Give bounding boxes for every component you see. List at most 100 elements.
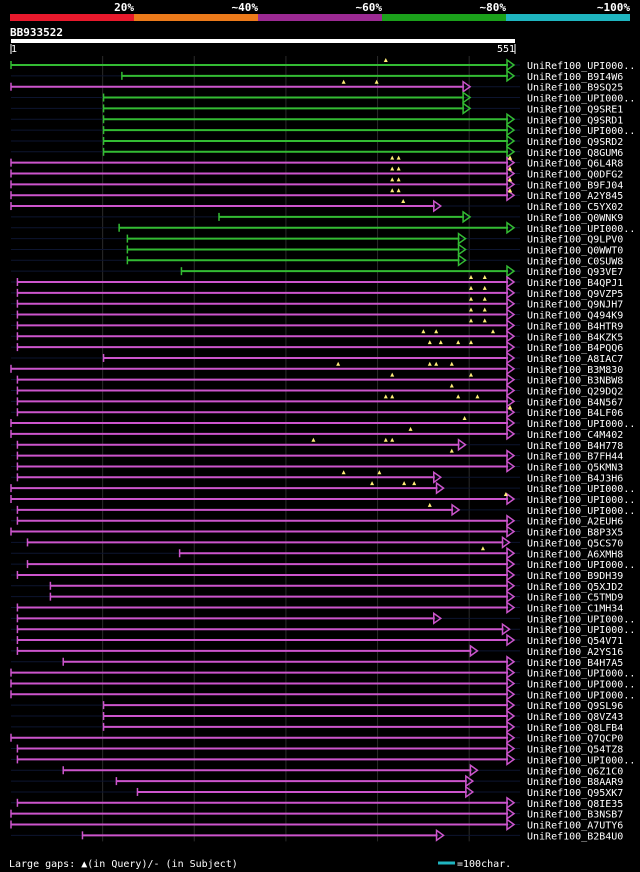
hit-label[interactable]: UniRef100_UPI000.. (527, 560, 635, 571)
hit-label[interactable]: UniRef100_Q9LPV0 (527, 235, 623, 246)
hit-row[interactable]: UniRef100_A2YS16 (11, 644, 623, 658)
hit-label[interactable]: UniRef100_B4LF06 (527, 408, 623, 419)
hit-row[interactable]: UniRef100_B7FH44 (11, 448, 623, 463)
hit-row[interactable]: UniRef100_Q29DQ2 (11, 383, 623, 398)
hit-row[interactable]: UniRef100_Q9SRE1 (11, 101, 623, 115)
hit-row[interactable]: UniRef100_Q0WNK9 (11, 210, 623, 224)
hit-row[interactable]: UniRef100_Q5KMN3 (11, 459, 623, 473)
hit-row[interactable]: UniRef100_A7UTY6 (10, 818, 623, 832)
hit-label[interactable]: UniRef100_Q8LFB4 (527, 723, 623, 734)
hit-label[interactable]: UniRef100_C5YX02 (527, 202, 623, 213)
hit-label[interactable]: UniRef100_UPI000.. (527, 419, 635, 430)
hit-label[interactable]: UniRef100_B4PQQ6 (527, 343, 623, 354)
hit-label[interactable]: UniRef100_B4J3H6 (527, 473, 623, 484)
hit-row[interactable]: UniRef100_C5YX02 (10, 199, 623, 213)
hit-label[interactable]: UniRef100_B3NSB7 (527, 810, 623, 821)
hit-row[interactable]: UniRef100_C5TMD9 (11, 590, 623, 604)
hit-row[interactable]: UniRef100_Q9SRD2 (11, 134, 623, 148)
hit-label[interactable]: UniRef100_UPI000.. (527, 755, 635, 766)
hit-row[interactable]: UniRef100_B9FJ04 (10, 177, 623, 191)
hit-row[interactable]: UniRef100_B3M830 (10, 361, 623, 376)
hit-row[interactable]: UniRef100_B4QPJ1 (11, 275, 623, 289)
hit-label[interactable]: UniRef100_Q9VZP5 (527, 289, 623, 300)
hit-label[interactable]: UniRef100_Q54TZ8 (527, 745, 623, 756)
hit-label[interactable]: UniRef100_UPI000.. (527, 126, 635, 137)
hit-label[interactable]: UniRef100_Q8GUM6 (527, 148, 623, 159)
hit-row[interactable]: UniRef100_UPI000.. (11, 557, 635, 571)
hit-row[interactable]: UniRef100_Q9VZP5 (11, 285, 623, 300)
hit-label[interactable]: UniRef100_UPI000.. (527, 679, 635, 690)
hit-label[interactable]: UniRef100_Q6L4R8 (527, 159, 623, 170)
hit-row[interactable]: UniRef100_B9SQ25 (10, 79, 623, 94)
hit-label[interactable]: UniRef100_UPI000.. (527, 224, 635, 235)
hit-row[interactable]: UniRef100_UPI000.. (11, 91, 635, 105)
hit-label[interactable]: UniRef100_C1MH34 (527, 604, 623, 615)
hit-row[interactable]: UniRef100_B9I4W6 (11, 69, 623, 83)
hit-row[interactable]: UniRef100_B9DH39 (11, 568, 623, 582)
hit-label[interactable]: UniRef100_B4H778 (527, 441, 623, 452)
hit-row[interactable]: UniRef100_Q8LFB4 (11, 720, 623, 734)
hit-label[interactable]: UniRef100_Q0WNK9 (527, 213, 623, 224)
hit-label[interactable]: UniRef100_Q8VZ43 (527, 712, 623, 723)
hit-row[interactable]: UniRef100_Q6Z1C0 (11, 763, 623, 777)
hit-row[interactable]: UniRef100_Q8VZ43 (11, 709, 623, 723)
hit-label[interactable]: UniRef100_B4QPJ1 (527, 278, 623, 289)
hit-row[interactable]: UniRef100_B4N567 (11, 394, 623, 408)
hit-row[interactable]: UniRef100_UPI000.. (11, 752, 635, 766)
hit-row[interactable]: UniRef100_UPI000.. (11, 502, 635, 517)
hit-label[interactable]: UniRef100_B9FJ04 (527, 180, 623, 191)
hit-row[interactable]: UniRef100_Q8IE35 (11, 796, 623, 810)
hit-label[interactable]: UniRef100_C0SUW8 (527, 256, 623, 267)
hit-label[interactable]: UniRef100_A8IAC7 (527, 354, 623, 365)
hit-label[interactable]: UniRef100_Q7QCP0 (527, 734, 623, 745)
hit-row[interactable]: UniRef100_Q9LPV0 (11, 232, 623, 246)
hit-label[interactable]: UniRef100_B4N567 (527, 397, 623, 408)
hit-row[interactable]: UniRef100_B3NSB7 (10, 807, 623, 821)
hit-row[interactable]: UniRef100_B4LF06 (11, 405, 623, 419)
hit-row[interactable]: UniRef100_B4H7A5 (11, 655, 623, 669)
hit-row[interactable]: UniRef100_UPI000.. (11, 123, 635, 137)
hit-label[interactable]: UniRef100_A2Y845 (527, 191, 623, 202)
hit-row[interactable]: UniRef100_UPI000.. (11, 622, 635, 636)
hit-row[interactable]: UniRef100_UPI000.. (10, 676, 635, 690)
hit-label[interactable]: UniRef100_B8P3X5 (527, 528, 623, 539)
hit-label[interactable]: UniRef100_Q6Z1C0 (527, 766, 623, 777)
hit-label[interactable]: UniRef100_B8AAR9 (527, 777, 623, 788)
hit-label[interactable]: UniRef100_Q54V71 (527, 636, 623, 647)
hit-row[interactable]: UniRef100_UPI000.. (11, 221, 635, 235)
hit-row[interactable]: UniRef100_A8IAC7 (11, 351, 623, 365)
hit-label[interactable]: UniRef100_B9SQ25 (527, 83, 623, 94)
hit-label[interactable]: UniRef100_UPI000.. (527, 94, 635, 105)
hit-label[interactable]: UniRef100_B3M830 (527, 365, 623, 376)
hit-row[interactable]: UniRef100_C4M402 (10, 426, 623, 441)
hit-row[interactable]: UniRef100_Q8GUM6 (11, 145, 623, 159)
hit-label[interactable]: UniRef100_UPI000.. (527, 690, 635, 701)
hit-row[interactable]: UniRef100_Q0DFG2 (10, 166, 623, 181)
hit-label[interactable]: UniRef100_B4HTR9 (527, 321, 623, 332)
hit-label[interactable]: UniRef100_UPI000.. (527, 506, 635, 517)
hit-label[interactable]: UniRef100_A2EUH6 (527, 517, 623, 528)
hit-label[interactable]: UniRef100_Q5XJD2 (527, 582, 623, 593)
hit-label[interactable]: UniRef100_UPI000.. (527, 614, 635, 625)
hit-row[interactable]: UniRef100_B2B4U0 (11, 828, 623, 842)
hit-row[interactable]: UniRef100_Q5XJD2 (11, 579, 623, 593)
hit-row[interactable]: UniRef100_A6XMH8 (11, 546, 623, 560)
hit-row[interactable]: UniRef100_C1MH34 (11, 601, 623, 615)
hit-label[interactable]: UniRef100_B2B4U0 (527, 831, 623, 842)
hit-label[interactable]: UniRef100_Q8IE35 (527, 799, 623, 810)
hit-row[interactable]: UniRef100_Q54V71 (11, 633, 623, 647)
hit-label[interactable]: UniRef100_B7FH44 (527, 452, 623, 463)
hit-label[interactable]: UniRef100_Q5CS70 (527, 538, 623, 549)
hit-label[interactable]: UniRef100_A7UTY6 (527, 821, 623, 832)
hit-label[interactable]: UniRef100_UPI000.. (527, 495, 635, 506)
hit-label[interactable]: UniRef100_Q93VE7 (527, 267, 623, 278)
hit-label[interactable]: UniRef100_UPI000.. (527, 484, 635, 495)
hit-row[interactable]: UniRef100_Q6L4R8 (10, 155, 623, 170)
hit-row[interactable]: UniRef100_Q9NJH7 (11, 296, 623, 311)
hit-label[interactable]: UniRef100_Q5KMN3 (527, 462, 623, 473)
hit-row[interactable]: UniRef100_UPI000.. (10, 492, 635, 506)
hit-label[interactable]: UniRef100_B4KZK5 (527, 332, 623, 343)
hit-label[interactable]: UniRef100_Q0DFG2 (527, 170, 623, 181)
hit-row[interactable]: UniRef100_Q95XK7 (11, 785, 623, 799)
hit-label[interactable]: UniRef100_Q95XK7 (527, 788, 623, 799)
